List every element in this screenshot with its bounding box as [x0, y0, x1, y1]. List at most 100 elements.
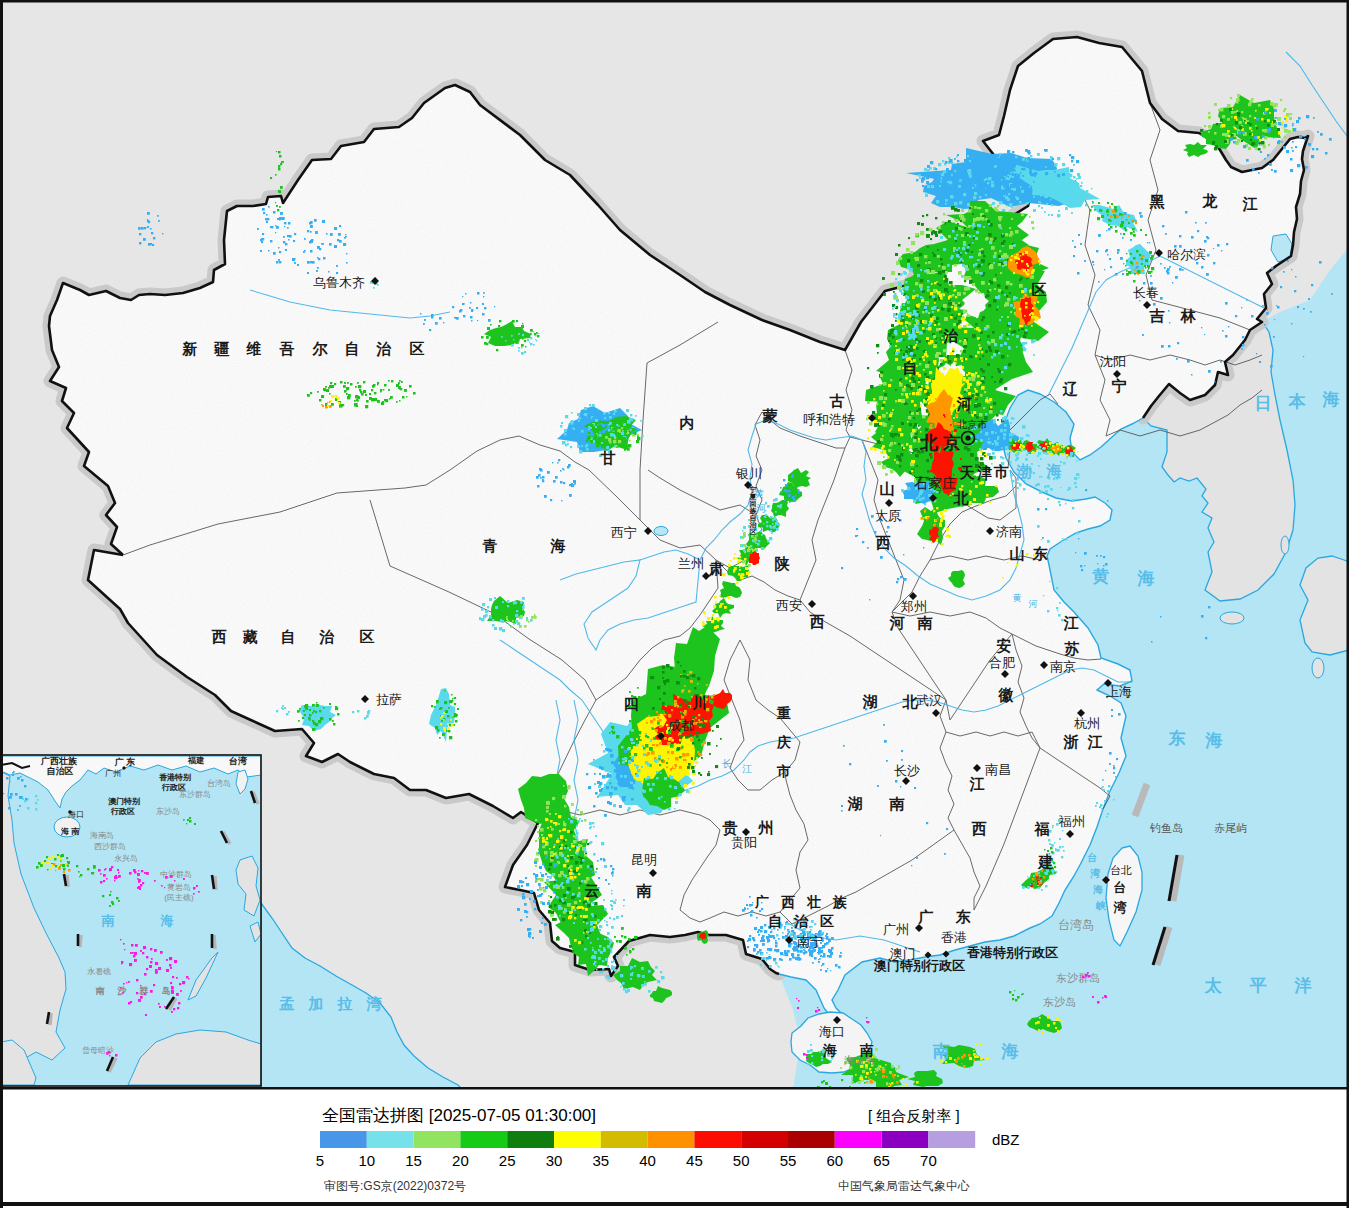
svg-text:全国雷达拼图 [2025-07-05 01:30:00]: 全国雷达拼图 [2025-07-05 01:30:00] [322, 1106, 596, 1125]
svg-text:吾: 吾 [279, 340, 295, 357]
svg-text:岛: 岛 [162, 986, 171, 996]
svg-text:市: 市 [994, 463, 1009, 480]
svg-text:区: 区 [360, 628, 375, 645]
svg-text:自: 自 [903, 359, 918, 376]
svg-text:哈尔滨: 哈尔滨 [1167, 247, 1206, 262]
svg-text:龙: 龙 [1202, 192, 1218, 209]
svg-text:京: 京 [942, 433, 961, 453]
svg-text:南: 南 [636, 882, 652, 899]
svg-text:广州: 广州 [883, 922, 909, 937]
svg-text:本: 本 [1288, 392, 1307, 411]
svg-text:台北: 台北 [1110, 864, 1132, 876]
svg-text:台湾岛: 台湾岛 [1058, 918, 1094, 932]
svg-text:台: 台 [1087, 852, 1097, 863]
svg-text:四: 四 [624, 695, 639, 712]
svg-text:西沙群岛: 西沙群岛 [94, 842, 126, 851]
svg-text:上海: 上海 [1106, 684, 1132, 699]
svg-text:太原: 太原 [875, 508, 901, 523]
svg-text:20: 20 [452, 1152, 469, 1169]
svg-text:河: 河 [1029, 599, 1038, 609]
svg-text:苏: 苏 [1064, 640, 1080, 657]
svg-text:东沙岛: 东沙岛 [1043, 996, 1076, 1008]
svg-text:40: 40 [639, 1152, 656, 1169]
svg-text:沙: 沙 [117, 986, 127, 996]
svg-text:台湾: 台湾 [229, 756, 248, 766]
svg-text:广西壮族: 广西壮族 [40, 756, 78, 766]
svg-text:赤尾屿: 赤尾屿 [1214, 822, 1247, 834]
svg-text:州: 州 [758, 819, 774, 836]
svg-text:海: 海 [1205, 731, 1223, 750]
svg-text:重: 重 [776, 705, 791, 721]
svg-text:海 南: 海 南 [60, 827, 80, 836]
svg-text:安: 安 [997, 637, 1012, 654]
svg-text:海: 海 [550, 537, 566, 554]
svg-text:新: 新 [182, 340, 198, 357]
svg-text:福: 福 [1034, 820, 1050, 837]
svg-text:甘: 甘 [601, 449, 616, 466]
svg-text:钓鱼岛: 钓鱼岛 [1149, 822, 1183, 834]
svg-text:香港特别行政区: 香港特别行政区 [966, 945, 1058, 960]
svg-text:云: 云 [585, 882, 600, 899]
svg-text:南: 南 [889, 795, 905, 812]
svg-text:70: 70 [920, 1152, 937, 1169]
svg-text:南: 南 [96, 986, 105, 996]
svg-text:北: 北 [919, 433, 938, 453]
svg-text:西: 西 [212, 628, 227, 645]
svg-text:永兴岛: 永兴岛 [114, 854, 138, 863]
svg-text:50: 50 [733, 1152, 750, 1169]
svg-text:治: 治 [319, 628, 335, 645]
svg-text:西: 西 [972, 820, 987, 837]
svg-text:乌鲁木齐: 乌鲁木齐 [313, 275, 365, 290]
svg-text:湾: 湾 [1113, 900, 1128, 915]
svg-text:湾: 湾 [1090, 868, 1101, 879]
svg-text:60: 60 [826, 1152, 843, 1169]
svg-text:广: 广 [918, 908, 934, 925]
svg-text:陕: 陕 [775, 555, 791, 572]
svg-text:天: 天 [959, 464, 976, 481]
svg-text:疆: 疆 [214, 340, 230, 357]
svg-text:东沙岛: 东沙岛 [156, 807, 180, 816]
svg-text:拉萨: 拉萨 [376, 692, 402, 707]
svg-text:庆: 庆 [776, 734, 791, 750]
svg-text:海南岛: 海南岛 [90, 831, 114, 840]
svg-text:65: 65 [873, 1152, 890, 1169]
svg-text:贵阳: 贵阳 [731, 835, 757, 850]
svg-text:45: 45 [686, 1152, 703, 1169]
svg-text:宁: 宁 [1112, 377, 1127, 394]
svg-text:北京市: 北京市 [957, 419, 988, 430]
svg-text:壮: 壮 [806, 894, 821, 910]
svg-text:黄: 黄 [754, 488, 764, 499]
svg-text:中国气象局雷达气象中心: 中国气象局雷达气象中心 [838, 1179, 970, 1193]
svg-text:长: 长 [722, 758, 732, 769]
svg-text:合肥: 合肥 [989, 655, 1015, 670]
svg-text:5: 5 [316, 1152, 324, 1169]
svg-text:平: 平 [1250, 976, 1267, 995]
svg-text:东沙群岛: 东沙群岛 [1056, 972, 1100, 984]
svg-text:河: 河 [956, 395, 973, 412]
svg-text:香港: 香港 [941, 930, 967, 945]
svg-text:55: 55 [780, 1152, 797, 1169]
svg-text:[ 组合反射率 ]: [ 组合反射率 ] [868, 1107, 960, 1124]
svg-text:30: 30 [546, 1152, 563, 1169]
svg-text:台湾岛: 台湾岛 [207, 779, 231, 788]
svg-text:dBZ: dBZ [992, 1131, 1020, 1148]
svg-text:徽: 徽 [998, 686, 1014, 704]
svg-text:黄: 黄 [1092, 567, 1110, 586]
svg-text:广 东: 广 东 [114, 757, 136, 767]
svg-text:津: 津 [977, 464, 993, 481]
svg-text:海: 海 [822, 1042, 837, 1058]
svg-text:海: 海 [1322, 390, 1340, 409]
svg-text:西: 西 [876, 534, 891, 551]
svg-text:东: 东 [1168, 729, 1186, 748]
svg-text:35: 35 [592, 1152, 609, 1169]
svg-text:内: 内 [680, 414, 695, 431]
svg-text:江: 江 [969, 775, 985, 792]
svg-text:成都: 成都 [668, 718, 694, 733]
svg-text:曾母暗沙: 曾母暗沙 [82, 1046, 115, 1055]
svg-text:10: 10 [358, 1152, 375, 1169]
svg-text:山: 山 [1010, 545, 1025, 562]
svg-text:西: 西 [810, 613, 825, 630]
svg-text:湖: 湖 [862, 693, 878, 710]
svg-text:区: 区 [820, 913, 834, 929]
svg-text:区: 区 [1032, 281, 1047, 298]
